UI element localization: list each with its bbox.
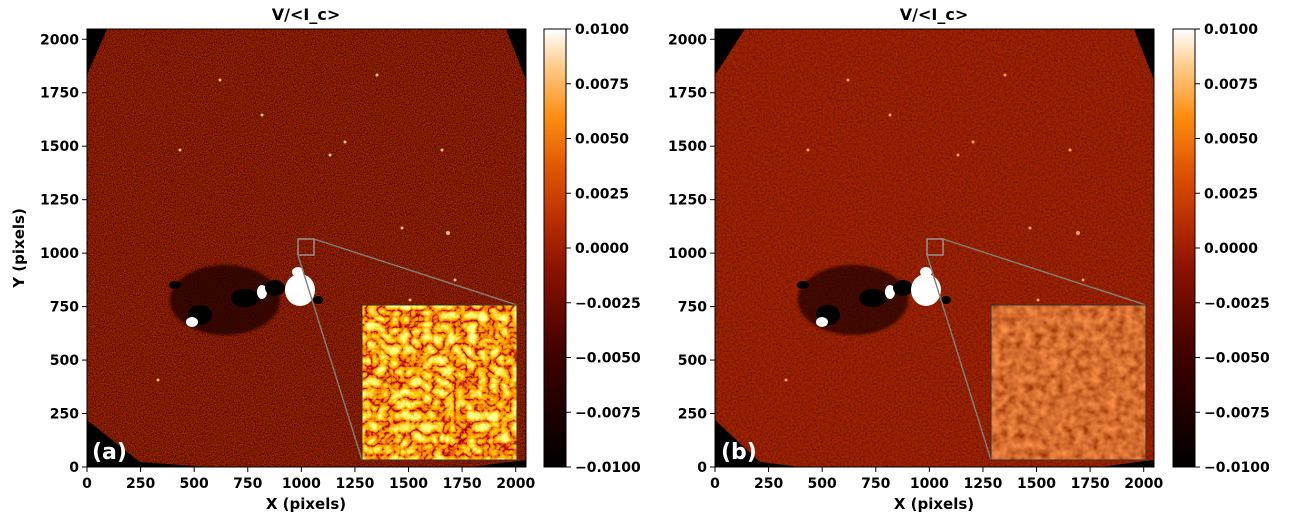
x-tick-label: 1500 — [389, 476, 428, 492]
x-tick-label: 2000 — [496, 476, 535, 492]
x-tick-label: 1750 — [1071, 476, 1110, 492]
y-tick-label: 1500 — [668, 139, 707, 155]
panel-b-zoom-box — [926, 238, 944, 256]
colorbar-tick-label: 0.0075 — [575, 77, 629, 93]
panel-a-colorbar: 0.0100 0.0075 0.0050 0.0025 0.0000 −0.0025 −0.… — [543, 22, 641, 476]
colorbar-tick-label: −0.0050 — [575, 351, 641, 367]
x-tick-label: 750 — [233, 476, 262, 492]
colorbar-tick-label: −0.0075 — [575, 405, 641, 421]
y-tick-label: 1250 — [668, 193, 707, 209]
y-tick-label: 2000 — [40, 32, 79, 48]
panel-b-label: (b) — [721, 440, 757, 465]
panel-a-xlabel: X (pixels) — [266, 495, 346, 513]
x-tick-label: 250 — [754, 476, 783, 492]
y-tick-label: 2000 — [668, 32, 707, 48]
x-tick-label: 500 — [180, 476, 209, 492]
y-tick-label: 1750 — [668, 86, 707, 102]
panel-a-ylabel: Y (pixels) — [10, 208, 28, 289]
colorbar-tick-label: 0.0025 — [575, 186, 629, 202]
panel-b-colorbar: 0.0100 0.0075 0.0050 0.0025 0.0000 −0.0025 −0.… — [1172, 22, 1270, 476]
panel-b-inset — [990, 304, 1147, 461]
panel-a-image: (a) — [87, 29, 526, 467]
colorbar-tick-label: 0.0100 — [575, 22, 629, 38]
x-tick-label: 1000 — [282, 476, 321, 492]
x-tick-label: 1000 — [910, 476, 949, 492]
panel-a: V/<I_c> — [10, 5, 641, 513]
y-tick-label: 0 — [697, 460, 707, 476]
panel-a-zoom-box — [297, 238, 315, 256]
y-tick-label: 750 — [50, 300, 79, 316]
y-tick-label: 750 — [678, 300, 707, 316]
y-tick-label: 500 — [678, 353, 707, 369]
colorbar-tick-label: 0.0025 — [1204, 186, 1258, 202]
x-tick-label: 0 — [82, 476, 92, 492]
panel-b-axes — [714, 28, 1155, 468]
colorbar-tick-label: −0.0025 — [1204, 296, 1270, 312]
x-tick-label: 500 — [808, 476, 837, 492]
y-tick-label: 250 — [50, 407, 79, 423]
y-tick-label: 0 — [69, 460, 79, 476]
x-tick-label: 1750 — [443, 476, 482, 492]
panel-a-axes — [86, 28, 527, 468]
colorbar-tick-label: −0.0075 — [1204, 405, 1270, 421]
panel-b-xlabel: X (pixels) — [894, 495, 974, 513]
y-tick-label: 1750 — [40, 86, 79, 102]
y-tick-label: 250 — [678, 407, 707, 423]
colorbar-tick-label: −0.0025 — [575, 296, 641, 312]
x-tick-label: 250 — [126, 476, 155, 492]
panel-a-title: V/<I_c> — [272, 5, 340, 24]
colorbar-tick-label: −0.0100 — [575, 460, 641, 476]
colorbar-tick-label: 0.0050 — [1204, 132, 1258, 148]
colorbar-tick-label: −0.0050 — [1204, 351, 1270, 367]
panel-b-ticks: 0 250 500 750 1000 1250 1500 1750 2000 0 250 500 750… — [668, 32, 1163, 492]
panel-b-title: V/<I_c> — [900, 5, 968, 24]
y-tick-label: 1000 — [40, 246, 79, 262]
x-tick-label: 1500 — [1017, 476, 1056, 492]
colorbar-tick-label: 0.0000 — [1204, 241, 1258, 257]
y-tick-label: 1250 — [40, 193, 79, 209]
y-tick-label: 500 — [50, 353, 79, 369]
colorbar-tick-label: −0.0100 — [1204, 460, 1270, 476]
x-tick-label: 750 — [861, 476, 890, 492]
panel-b: V/<I_c> — [668, 5, 1270, 513]
colorbar-tick-label: 0.0000 — [575, 241, 629, 257]
panel-b-active-region — [797, 265, 951, 335]
y-tick-label: 1500 — [40, 139, 79, 155]
colorbar-tick-label: 0.0075 — [1204, 77, 1258, 93]
colorbar-tick-label: 0.0050 — [575, 132, 629, 148]
colorbar-tick-label: 0.0100 — [1204, 22, 1258, 38]
panel-a-inset — [361, 304, 518, 461]
x-tick-label: 2000 — [1124, 476, 1163, 492]
panel-a-label: (a) — [92, 440, 127, 465]
x-tick-label: 1250 — [335, 476, 374, 492]
x-tick-label: 0 — [710, 476, 720, 492]
panel-a-active-region — [169, 265, 323, 335]
panel-b-image: (b) — [715, 29, 1154, 467]
y-tick-label: 1000 — [668, 246, 707, 262]
panel-a-ticks: 0 250 500 750 1000 1250 1500 1750 2000 0 250 500 750… — [40, 32, 535, 492]
x-tick-label: 1250 — [963, 476, 1002, 492]
